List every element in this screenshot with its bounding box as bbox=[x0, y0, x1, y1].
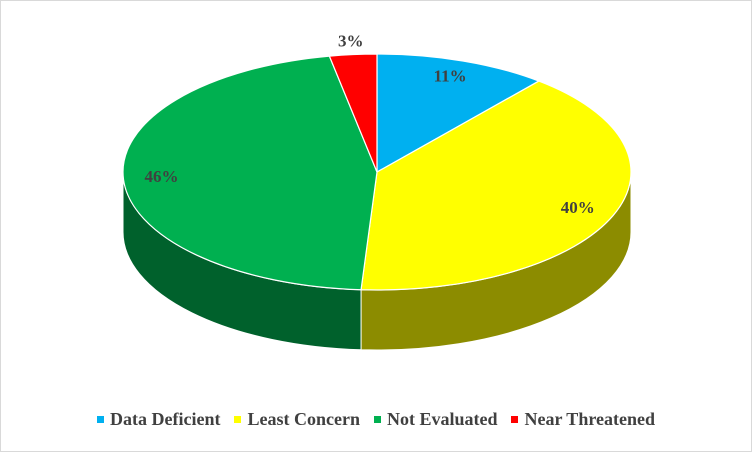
legend-label: Data Deficient bbox=[110, 409, 221, 429]
legend-swatch bbox=[511, 416, 519, 423]
legend-item: Least Concern bbox=[234, 409, 360, 430]
legend-label: Least Concern bbox=[247, 409, 360, 429]
legend-label: Near Threatened bbox=[524, 409, 655, 429]
slice bbox=[376, 53, 541, 174]
data-label: 40% bbox=[561, 198, 595, 217]
legend-item: Not Evaluated bbox=[373, 409, 498, 430]
data-label: 11% bbox=[434, 67, 467, 86]
slice bbox=[360, 80, 632, 291]
legend-swatch bbox=[234, 416, 242, 423]
chart: 11% 40% 46% 3% bbox=[122, 32, 632, 351]
legend-item: Data Deficient bbox=[97, 409, 220, 430]
slice bbox=[122, 55, 378, 291]
slice bbox=[328, 53, 378, 173]
legend: Data Deficient Least Concern Not Evaluated… bbox=[1, 409, 751, 430]
data-label: 46% bbox=[145, 167, 179, 186]
legend-item: Near Threatened bbox=[511, 409, 655, 430]
legend-swatch bbox=[97, 416, 105, 423]
legend-label: Not Evaluated bbox=[386, 409, 498, 429]
legend-swatch bbox=[373, 416, 381, 423]
data-label: 3% bbox=[338, 32, 364, 51]
